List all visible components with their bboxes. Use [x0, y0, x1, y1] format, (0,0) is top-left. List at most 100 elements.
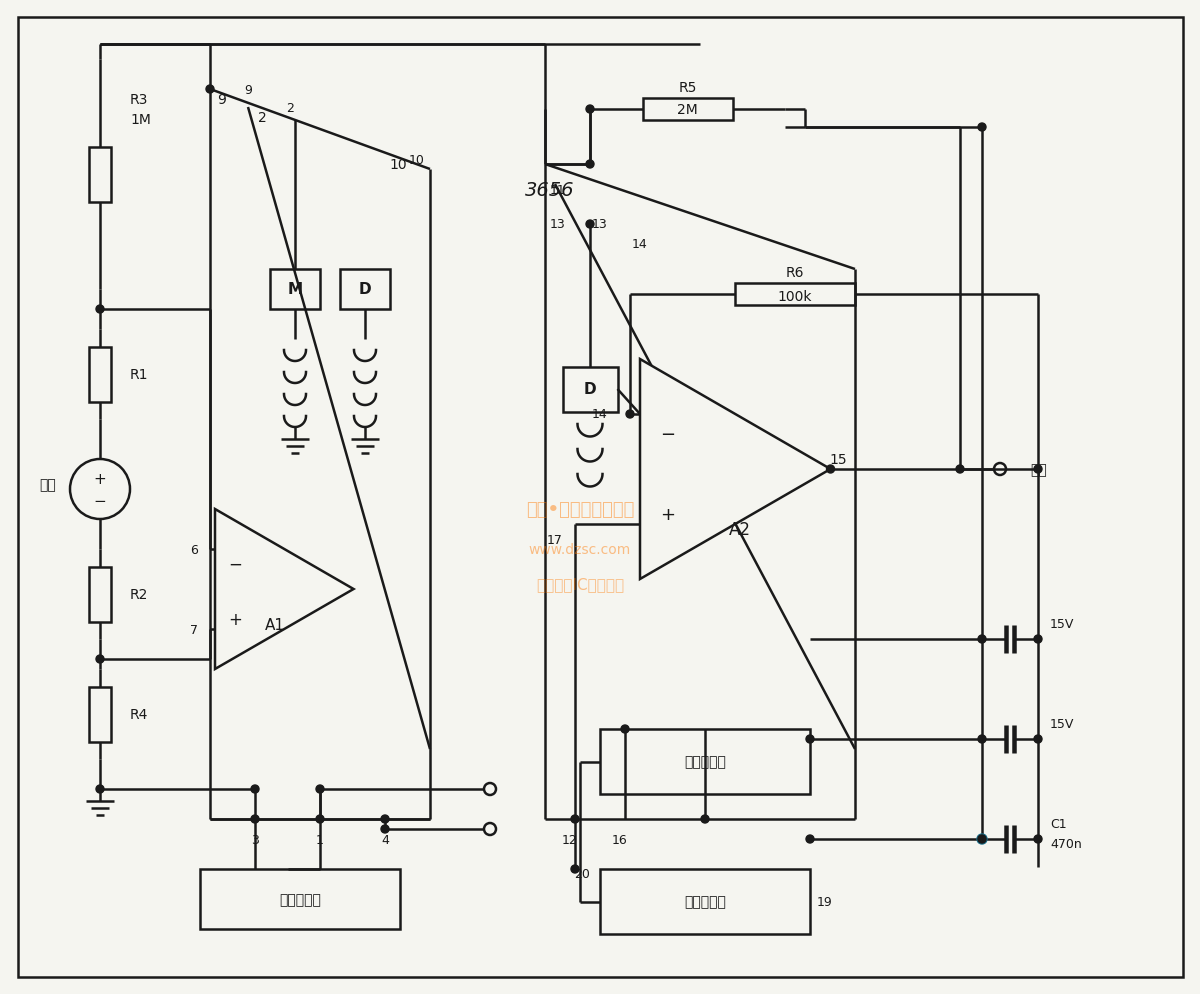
Text: 20: 20: [574, 868, 590, 881]
Circle shape: [571, 865, 580, 873]
Text: R1: R1: [130, 368, 149, 382]
Circle shape: [316, 785, 324, 793]
Text: 输入级电源: 输入级电源: [280, 892, 320, 907]
Circle shape: [806, 736, 814, 744]
Circle shape: [70, 459, 130, 520]
Text: −: −: [228, 556, 242, 574]
Text: R6: R6: [786, 265, 804, 279]
Text: 4: 4: [382, 833, 389, 846]
Circle shape: [622, 726, 629, 734]
Bar: [600, 869, 810, 934]
Circle shape: [251, 785, 259, 793]
Text: R5: R5: [678, 81, 697, 94]
Text: 1: 1: [316, 833, 324, 846]
Text: 15V: 15V: [1050, 718, 1074, 731]
Bar: [600, 730, 810, 794]
Circle shape: [956, 465, 964, 473]
Circle shape: [382, 825, 389, 833]
Text: 3656: 3656: [526, 180, 575, 200]
Text: −: −: [94, 494, 107, 509]
Text: 100k: 100k: [778, 289, 812, 304]
Text: +: +: [94, 472, 107, 487]
Text: 16: 16: [612, 833, 628, 846]
Text: 15: 15: [829, 452, 847, 466]
Circle shape: [1034, 635, 1042, 643]
Circle shape: [701, 815, 709, 823]
Text: 13: 13: [550, 219, 565, 232]
Text: 脉冲发生器: 脉冲发生器: [684, 895, 726, 909]
Circle shape: [586, 221, 594, 229]
Polygon shape: [215, 510, 354, 669]
Circle shape: [96, 306, 104, 314]
Text: +: +: [228, 610, 242, 628]
Text: A1: A1: [265, 617, 286, 632]
Text: 12: 12: [562, 833, 578, 846]
Circle shape: [251, 815, 259, 823]
Circle shape: [586, 106, 594, 114]
Bar: [736, 283, 856, 306]
Circle shape: [626, 411, 634, 418]
Circle shape: [96, 785, 104, 793]
Text: 10: 10: [409, 153, 425, 166]
Bar: [563, 367, 618, 413]
Text: 3: 3: [251, 833, 259, 846]
Text: 9: 9: [217, 92, 227, 107]
Text: C1: C1: [1050, 818, 1067, 831]
Text: 19: 19: [817, 896, 833, 909]
Bar: [340, 269, 390, 310]
Circle shape: [978, 124, 986, 132]
Circle shape: [206, 85, 214, 93]
Text: 杭州•维库电子市场网: 杭州•维库电子市场网: [526, 501, 634, 519]
Circle shape: [1034, 835, 1042, 843]
Text: 14: 14: [632, 239, 648, 251]
Circle shape: [316, 815, 324, 823]
Text: A2: A2: [730, 521, 751, 539]
Text: 输出: 输出: [1030, 462, 1046, 476]
Circle shape: [827, 465, 834, 473]
Circle shape: [96, 655, 104, 663]
Text: M: M: [288, 282, 302, 297]
Bar: [89, 567, 112, 622]
Circle shape: [978, 835, 986, 843]
Text: www.dzsc.com: www.dzsc.com: [529, 543, 631, 557]
Bar: [200, 869, 400, 929]
Bar: [89, 687, 112, 742]
Bar: [270, 269, 320, 310]
Text: 13: 13: [592, 219, 608, 232]
Bar: [642, 98, 732, 121]
Text: 17: 17: [547, 533, 563, 546]
Circle shape: [571, 815, 580, 823]
Text: 6: 6: [190, 543, 198, 556]
Text: 11: 11: [550, 183, 565, 196]
Text: R2: R2: [130, 587, 149, 601]
Circle shape: [978, 635, 986, 643]
Text: R3: R3: [130, 92, 149, 107]
Text: R4: R4: [130, 708, 149, 722]
Circle shape: [977, 834, 988, 844]
Polygon shape: [640, 360, 830, 580]
Circle shape: [586, 161, 594, 169]
Bar: [89, 147, 112, 203]
Text: 15V: 15V: [1050, 618, 1074, 631]
Text: 470n: 470n: [1050, 838, 1081, 851]
Text: 2: 2: [286, 101, 294, 114]
Bar: [89, 347, 112, 403]
Text: 输入: 输入: [40, 477, 56, 491]
Text: 10: 10: [389, 158, 407, 172]
Circle shape: [1034, 736, 1042, 744]
Text: 14: 14: [592, 409, 608, 421]
Circle shape: [1034, 465, 1042, 473]
Text: 输出级电源: 输出级电源: [684, 754, 726, 768]
Circle shape: [806, 835, 814, 843]
Text: D: D: [583, 382, 596, 397]
Text: 2: 2: [258, 111, 266, 125]
Circle shape: [382, 815, 389, 823]
Text: 7: 7: [190, 623, 198, 636]
Text: 全球最大IC采购网站: 全球最大IC采购网站: [536, 577, 624, 591]
Text: D: D: [359, 282, 371, 297]
Text: 1M: 1M: [130, 113, 151, 127]
Text: −: −: [660, 425, 676, 443]
Text: +: +: [660, 506, 676, 524]
Text: 2M: 2M: [677, 103, 698, 117]
Text: 9: 9: [244, 83, 252, 96]
